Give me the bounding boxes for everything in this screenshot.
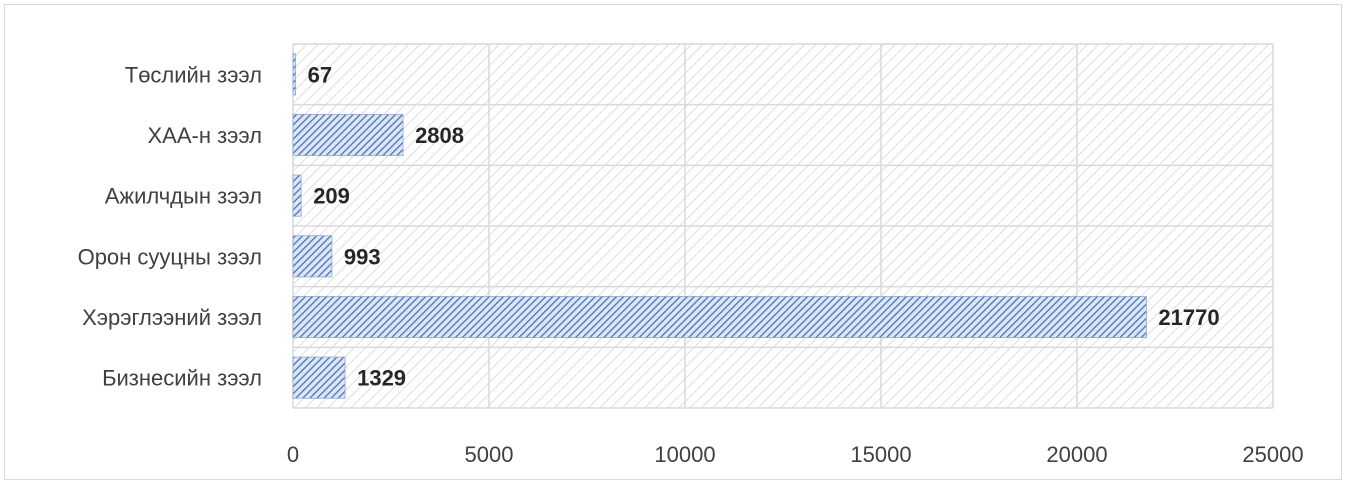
x-tick-label: 15000 (850, 442, 911, 467)
bar (292, 53, 297, 96)
x-tick-label: 10000 (654, 442, 715, 467)
bars (292, 53, 1147, 399)
category-label: Бизнесийн зээл (102, 366, 262, 391)
bar (292, 235, 333, 278)
category-label: Хэрэглээний зээл (82, 305, 262, 330)
x-tick-label: 0 (287, 442, 299, 467)
bar (292, 295, 1147, 339)
data-label: 21770 (1158, 305, 1219, 330)
x-tick-label: 20000 (1046, 442, 1107, 467)
category-label: Ажилчдын зээл (105, 184, 262, 209)
data-label: 2808 (415, 123, 464, 148)
gridlines (292, 43, 1274, 409)
category-label: Орон сууцны зээл (78, 244, 262, 269)
bar (292, 113, 404, 157)
category-label: Төслийн зээл (125, 62, 262, 87)
data-label: 209 (313, 184, 350, 209)
data-label: 1329 (357, 366, 406, 391)
category-label: ХАА-н зээл (147, 123, 262, 148)
data-label: 993 (344, 244, 381, 269)
bar (292, 356, 346, 399)
x-tick-label: 25000 (1242, 442, 1303, 467)
data-labels: 67 2808 209 993 21770 1329 (308, 62, 1220, 390)
data-label: 67 (308, 62, 332, 87)
category-labels: Төслийн зээл ХАА-н зээл Ажилчдын зээл Орон … (78, 62, 262, 390)
x-tick-labels: 0 5000 10000 15000 20000 25000 (287, 442, 1304, 467)
bar (292, 174, 302, 217)
x-tick-label: 5000 (465, 442, 514, 467)
